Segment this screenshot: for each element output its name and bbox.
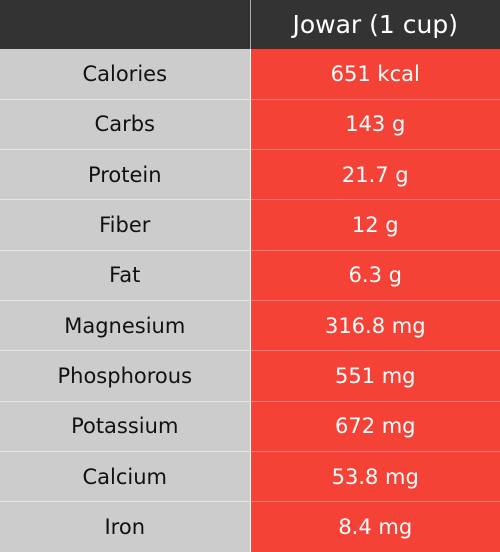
table-row: Fat 6.3 g	[0, 250, 500, 301]
nutrient-cell: Phosphorous	[0, 350, 251, 402]
amount-cell: 672 mg	[250, 401, 500, 452]
nutrient-cell: Fat	[0, 250, 251, 301]
nutrient-cell: Calcium	[0, 451, 251, 503]
nutrient-cell: Magnesium	[0, 300, 251, 352]
amount-cell: 6.3 g	[250, 250, 500, 301]
table-row: Magnesium 316.8 mg	[0, 300, 500, 352]
table-row: Fiber 12 g	[0, 199, 500, 251]
table-row: Carbs 143 g	[0, 99, 500, 151]
nutrient-cell: Fiber	[0, 199, 251, 251]
nutrient-cell: Protein	[0, 149, 251, 201]
table-row: Protein 21.7 g	[0, 149, 500, 201]
table-row: Calcium 53.8 mg	[0, 451, 500, 503]
amount-cell: 651 kcal	[250, 49, 500, 100]
nutrient-cell: Calories	[0, 49, 251, 100]
amount-cell: 21.7 g	[250, 149, 500, 201]
amount-cell: 316.8 mg	[250, 300, 500, 352]
amount-cell: 12 g	[250, 199, 500, 251]
table-row: Iron 8.4 mg	[0, 501, 500, 552]
amount-cell: 143 g	[250, 99, 500, 151]
table-header-row: Jowar (1 cup)	[0, 0, 500, 49]
amount-cell: 8.4 mg	[250, 501, 500, 552]
table-row: Calories 651 kcal	[0, 49, 500, 100]
table-row: Potassium 672 mg	[0, 401, 500, 452]
nutrient-cell: Iron	[0, 501, 251, 552]
table-row: Phosphorous 551 mg	[0, 350, 500, 402]
amount-column-header: Jowar (1 cup)	[250, 0, 500, 49]
amount-cell: 551 mg	[250, 350, 500, 402]
amount-cell: 53.8 mg	[250, 451, 500, 503]
nutrient-cell: Potassium	[0, 401, 251, 452]
table-body: Calories 651 kcal Carbs 143 g Protein 21…	[0, 49, 500, 552]
nutrient-cell: Carbs	[0, 99, 251, 151]
nutrient-column-header	[0, 0, 251, 49]
